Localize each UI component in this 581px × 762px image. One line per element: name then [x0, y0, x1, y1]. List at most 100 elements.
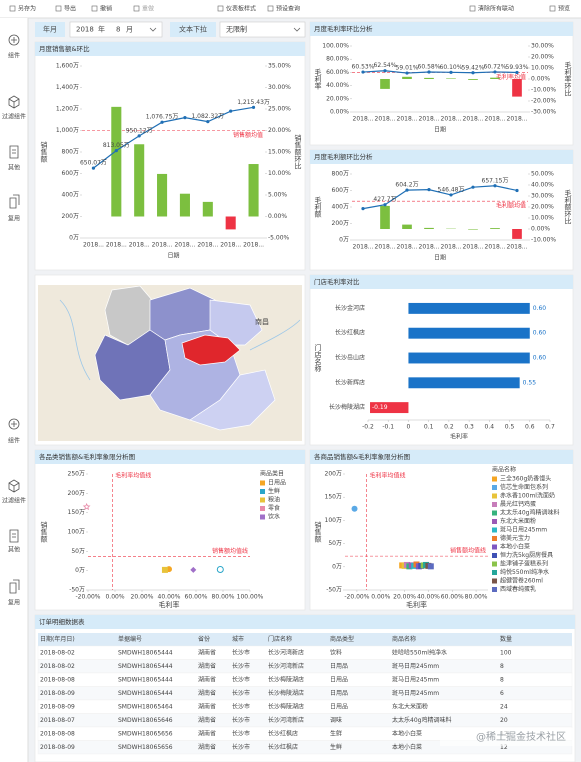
- legend-swatch[interactable]: [492, 485, 497, 490]
- table-cell: 长沙梅陵湖店: [268, 702, 304, 710]
- toolbar-button[interactable]: 清除所有联动: [478, 5, 514, 13]
- y-tick-label: 200万: [62, 213, 79, 220]
- x-tick-label: 40.00%: [158, 594, 181, 601]
- legend-label[interactable]: 超健营卷260ml: [500, 577, 543, 585]
- bar: [370, 402, 409, 414]
- legend-label[interactable]: 日用品: [268, 480, 286, 487]
- sidebar-item[interactable]: 复用: [8, 599, 20, 607]
- legend-label[interactable]: 斑马日用245mm: [500, 526, 547, 534]
- x-tick-label: -20.00%: [75, 594, 100, 601]
- legend-label[interactable]: 纯悦550ml纯净水: [500, 568, 549, 576]
- legend-swatch[interactable]: [492, 570, 497, 575]
- y-axis-title: 销售额: [40, 521, 48, 544]
- legend-label[interactable]: 东北大米面粉: [500, 517, 536, 525]
- legend-swatch[interactable]: [492, 536, 497, 541]
- sidebar-item[interactable]: 过滤组件: [2, 497, 26, 505]
- toolbar-button[interactable]: 另存为: [18, 5, 36, 13]
- legend-label[interactable]: 西域春纯蛋乳: [500, 585, 536, 593]
- sidebar-item[interactable]: 其他: [8, 546, 20, 554]
- legend-label[interactable]: 盐津铺子蛋糕系列: [500, 560, 548, 568]
- legend-swatch[interactable]: [492, 493, 497, 499]
- legend-label[interactable]: 信芯生命面包系列: [500, 483, 548, 491]
- table-cell: 日用品: [330, 676, 348, 683]
- legend-swatch[interactable]: [260, 480, 265, 486]
- legend-swatch[interactable]: [492, 527, 497, 533]
- x-tick-label: 2018...: [507, 116, 528, 123]
- y-axis-title: 销售额: [40, 141, 48, 164]
- legend-swatch[interactable]: [492, 502, 497, 507]
- toolbar-button[interactable]: 预设查询: [276, 5, 300, 13]
- y-tick-label: 长沙梅陵湖店: [329, 403, 365, 411]
- line-point: [183, 116, 187, 120]
- legend-swatch[interactable]: [260, 497, 265, 503]
- toolbar-button[interactable]: 重做: [142, 5, 154, 13]
- legend-label[interactable]: 太太乐40g鸡精调味料: [500, 509, 559, 517]
- text-dropdown[interactable]: [219, 21, 306, 38]
- table-cell: 长沙梅陵湖店: [268, 675, 304, 683]
- sidebar-item[interactable]: 其他: [8, 164, 20, 172]
- toolbar-button[interactable]: 仪表板样式: [226, 5, 256, 13]
- data-label: 60.10%: [440, 64, 463, 71]
- sidebar-item[interactable]: 组件: [8, 437, 20, 445]
- region-selected[interactable]: [181, 334, 241, 366]
- y-tick-label: 400万: [62, 192, 79, 199]
- legend-swatch[interactable]: [260, 506, 265, 511]
- region[interactable]: [189, 369, 276, 431]
- y2-tick-label: 20.00%: [531, 54, 554, 61]
- line-point: [449, 70, 453, 74]
- legend-swatch[interactable]: [492, 578, 497, 584]
- y-axis-title: 毛利额: [314, 196, 322, 219]
- table-cell: 东北大米面粉: [392, 702, 428, 710]
- date-input[interactable]: [69, 21, 163, 38]
- y2-tick-label: 25.00%: [268, 106, 291, 113]
- legend-label[interactable]: 三全360g奶香馒头: [500, 475, 551, 483]
- data-label: 62.54%: [374, 62, 397, 69]
- legend-swatch[interactable]: [492, 476, 497, 482]
- y2-tick-label: 10.00%: [268, 170, 291, 177]
- legend-swatch[interactable]: [492, 510, 497, 516]
- y-tick-label: 长沙岳山店: [335, 354, 365, 362]
- legend-swatch[interactable]: [492, 561, 497, 567]
- y2-tick-label: 0.00%: [531, 76, 550, 83]
- x-tick-label: 60.00%: [185, 594, 208, 601]
- toolbar-icon: [133, 5, 140, 12]
- legend-label[interactable]: 粮油: [268, 496, 280, 504]
- toolbar-button[interactable]: 撤销: [100, 5, 112, 13]
- region[interactable]: [209, 299, 263, 346]
- bar: [408, 352, 530, 364]
- toolbar-button[interactable]: 预览: [558, 5, 570, 13]
- x-tick-label: 2018...: [129, 242, 150, 249]
- bar: [424, 77, 434, 79]
- sidebar: [0, 18, 28, 762]
- table-cell: 湖南省: [198, 702, 216, 710]
- bar: [408, 377, 520, 389]
- legend-swatch[interactable]: [492, 553, 497, 558]
- legend-label[interactable]: 德美元宝力: [500, 534, 530, 542]
- dropdown-arrow: [149, 27, 157, 32]
- legend-label[interactable]: 零食: [268, 504, 280, 512]
- toolbar: [0, 0, 581, 18]
- table-cell: 娃哈哈550ml纯净水: [392, 648, 447, 656]
- legend-label[interactable]: 赤水香100ml洗面奶: [500, 492, 555, 500]
- chart-title-bar: [35, 450, 305, 464]
- legend-label[interactable]: 生鲜: [268, 487, 280, 495]
- sidebar-item[interactable]: 复用: [8, 215, 20, 223]
- y-tick-label: 50万: [71, 548, 85, 555]
- chart-title-bar: [310, 450, 573, 464]
- legend-swatch[interactable]: [492, 544, 497, 550]
- legend-swatch[interactable]: [260, 489, 265, 494]
- legend-swatch[interactable]: [260, 514, 265, 520]
- sidebar-item[interactable]: 过滤组件: [2, 113, 26, 121]
- sidebar-item[interactable]: 组件: [8, 52, 20, 60]
- legend-label[interactable]: 饮水: [268, 513, 280, 521]
- x-tick-label: 2018...: [174, 242, 195, 249]
- legend-swatch[interactable]: [492, 519, 497, 524]
- table-cell: SMDWH18065656: [118, 744, 173, 751]
- watermark: @稀土掘金技术社区: [476, 730, 566, 743]
- legend-label[interactable]: 本地小白菜: [500, 543, 530, 551]
- legend-swatch[interactable]: [492, 587, 497, 592]
- legend-label[interactable]: 晨光红钙鸡蛋: [500, 500, 536, 508]
- toolbar-icon: [9, 5, 16, 12]
- legend-label[interactable]: 恒力洗5kg厨房餐具: [500, 551, 553, 559]
- toolbar-button[interactable]: 导出: [64, 5, 76, 13]
